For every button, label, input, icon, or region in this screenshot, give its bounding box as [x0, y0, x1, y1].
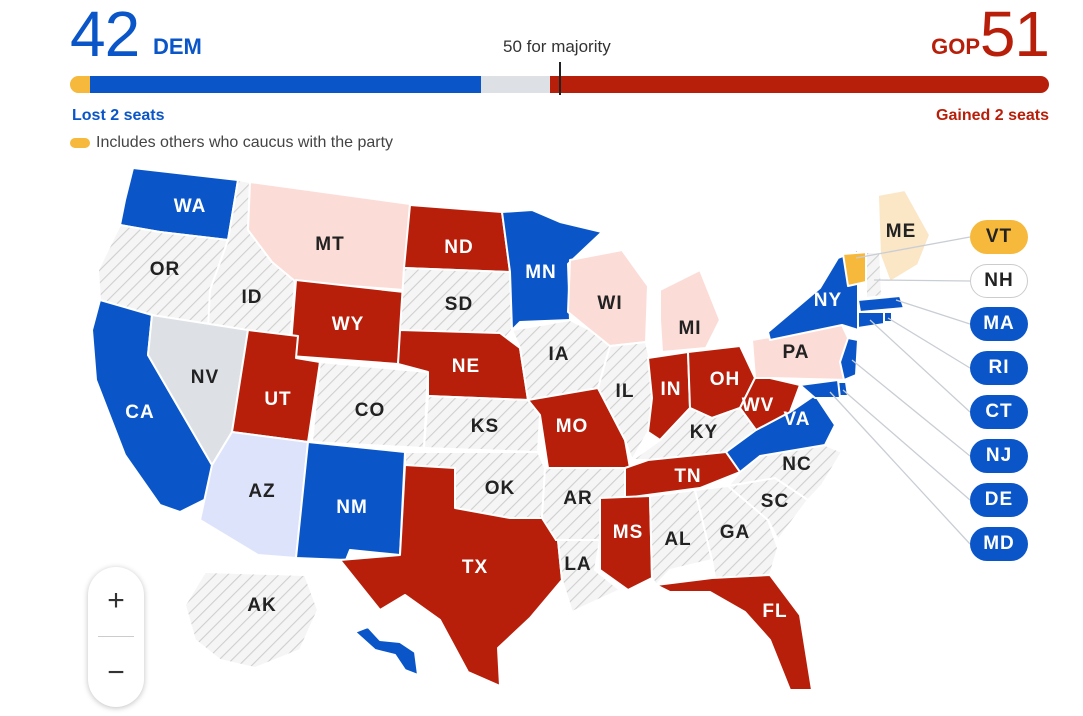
leader-line-ri	[887, 317, 971, 369]
state-ny[interactable]	[767, 249, 859, 341]
dem-segment	[89, 76, 491, 93]
gop-seat-change: Gained 2 seats	[936, 107, 1049, 124]
state-label-pa: PA	[783, 342, 810, 363]
state-label-la: LA	[564, 554, 591, 575]
state-label-mt: MT	[315, 234, 344, 255]
state-ct[interactable]	[857, 311, 885, 329]
state-label-ms: MS	[613, 522, 644, 543]
state-label-ne: NE	[452, 356, 480, 377]
state-nj[interactable]	[839, 337, 859, 381]
state-label-wa: WA	[174, 196, 207, 217]
leader-line-ma	[895, 299, 971, 325]
callout-nh[interactable]: NH	[970, 264, 1028, 298]
callout-ma[interactable]: MA	[970, 307, 1028, 341]
state-tx[interactable]	[339, 464, 563, 687]
gop-party-label: GOP	[931, 34, 980, 59]
state-ks[interactable]	[423, 395, 541, 453]
state-label-va: VA	[784, 409, 811, 430]
state-il[interactable]	[597, 341, 659, 461]
state-label-ar: AR	[563, 488, 592, 509]
state-label-ny: NY	[814, 290, 842, 311]
undecided-segment	[481, 76, 550, 93]
state-label-tx: TX	[462, 557, 488, 578]
dem-seat-change: Lost 2 seats	[72, 107, 165, 124]
state-label-mi: MI	[678, 318, 701, 339]
majority-label: 50 for majority	[503, 37, 611, 56]
state-label-ky: KY	[690, 422, 718, 443]
gop-seat-count: 51	[979, 0, 1050, 70]
state-label-sc: SC	[761, 491, 789, 512]
dem-party-label: DEM	[153, 34, 202, 59]
state-label-mn: MN	[525, 262, 557, 283]
state-label-nm: NM	[336, 497, 368, 518]
state-label-ca: CA	[125, 402, 154, 423]
callout-ct[interactable]: CT	[970, 395, 1028, 429]
state-label-nc: NC	[782, 454, 811, 475]
state-label-ak: AK	[247, 595, 276, 616]
us-map: WA OR CA ID NV MT WY UT AZ CO NM ND SD NE KS OK TX MN IA MO…	[91, 167, 971, 691]
state-label-wy: WY	[332, 314, 365, 335]
majority-marker	[559, 62, 561, 95]
state-mi[interactable]	[659, 269, 721, 353]
state-label-oh: OH	[710, 369, 741, 390]
zoom-divider	[98, 636, 134, 637]
state-ms[interactable]	[599, 495, 653, 591]
state-label-mo: MO	[556, 416, 589, 437]
state-label-ks: KS	[471, 416, 499, 437]
state-label-ok: OK	[485, 478, 516, 499]
state-label-al: AL	[664, 529, 691, 550]
state-label-il: IL	[616, 381, 635, 402]
state-label-me: ME	[886, 221, 917, 242]
state-label-wv: WV	[742, 395, 775, 416]
leader-line-ct	[869, 319, 971, 413]
leader-line-vt	[855, 236, 971, 259]
caucus-note-text: Includes others who caucus with the part…	[96, 134, 394, 151]
leader-line-nh	[873, 279, 971, 282]
gop-segment	[549, 76, 1049, 93]
callout-nj[interactable]: NJ	[970, 439, 1028, 473]
state-label-hi: HI	[365, 651, 386, 672]
state-label-ut: UT	[264, 389, 291, 410]
state-label-fl: FL	[762, 601, 787, 622]
zoom-control: + −	[88, 567, 144, 707]
state-la[interactable]	[555, 539, 621, 613]
state-label-ga: GA	[720, 522, 751, 543]
state-nh[interactable]	[865, 251, 883, 299]
state-label-co: CO	[355, 400, 386, 421]
state-label-ia: IA	[549, 344, 570, 365]
state-fl[interactable]	[655, 574, 813, 691]
leader-line-md	[829, 391, 971, 545]
state-label-az: AZ	[248, 481, 275, 502]
state-label-sd: SD	[445, 294, 473, 315]
leader-line-nj	[851, 359, 971, 457]
leader-line-de	[842, 389, 971, 501]
zoom-in-button[interactable]: +	[107, 584, 125, 617]
dem-seat-count: 42	[70, 0, 140, 70]
state-label-nd: ND	[444, 237, 473, 258]
callout-ri[interactable]: RI	[970, 351, 1028, 385]
caucus-note: Includes others who caucus with the part…	[70, 134, 393, 152]
state-label-nv: NV	[191, 367, 219, 388]
independent-legend-swatch	[70, 138, 90, 148]
state-hi[interactable]	[354, 626, 419, 676]
state-ak[interactable]	[184, 571, 319, 669]
zoom-out-button[interactable]: −	[107, 656, 125, 689]
state-ma[interactable]	[857, 295, 905, 313]
callout-vt[interactable]: VT	[970, 220, 1028, 254]
state-label-id: ID	[242, 287, 263, 308]
state-label-or: OR	[150, 259, 181, 280]
callout-md[interactable]: MD	[970, 527, 1028, 561]
callout-de[interactable]: DE	[970, 483, 1028, 517]
state-ri[interactable]	[883, 311, 893, 323]
state-label-in: IN	[661, 379, 682, 400]
state-label-tn: TN	[674, 466, 701, 487]
state-label-wi: WI	[597, 293, 622, 314]
state-md[interactable]	[799, 379, 841, 399]
